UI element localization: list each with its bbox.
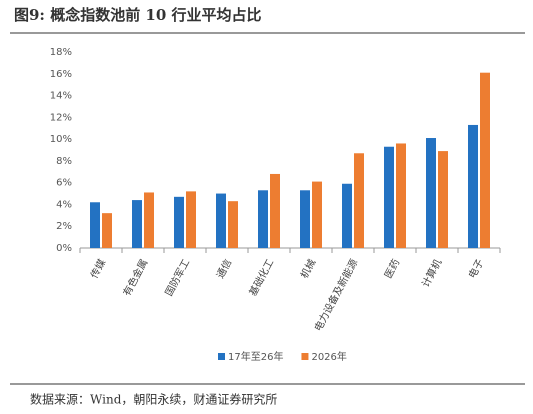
x-tick-label: 有色金属 [120, 257, 150, 298]
bar [90, 202, 100, 248]
bar [342, 183, 352, 248]
bar [354, 153, 364, 248]
x-tick-label: 计算机 [419, 257, 445, 290]
y-tick-label: 10% [50, 134, 72, 145]
y-tick-label: 18% [50, 47, 72, 58]
bar [132, 200, 142, 248]
x-tick-label: 电力设备及新能源 [311, 257, 360, 334]
bar [270, 173, 280, 248]
source-note: 数据来源：Wind，朝阳永续，财通证券研究所 [30, 392, 277, 407]
y-tick-label: 2% [56, 221, 72, 232]
y-tick-label: 12% [50, 112, 72, 123]
x-tick-label: 通信 [214, 257, 234, 280]
x-tick-label: 机械 [297, 257, 318, 281]
bar [438, 151, 448, 248]
bar [468, 124, 478, 248]
y-tick-label: 16% [50, 69, 72, 80]
bar [384, 146, 394, 248]
legend-swatch [218, 353, 225, 360]
bar [102, 213, 112, 248]
legend-swatch [301, 353, 309, 360]
x-tick-label: 电子 [465, 257, 486, 281]
bar [186, 191, 196, 248]
legend-label: 2026年 [311, 350, 346, 363]
y-tick-label: 8% [56, 156, 72, 167]
bar [426, 138, 436, 248]
x-tick-label: 传媒 [88, 257, 108, 280]
bar [258, 190, 268, 248]
y-tick-label: 4% [56, 199, 72, 210]
x-tick-label: 国防军工 [162, 257, 192, 298]
x-tick-label: 医药 [382, 257, 402, 280]
x-tick-label: 基础化工 [246, 257, 276, 298]
bar [174, 196, 184, 248]
y-tick-label: 14% [50, 91, 72, 102]
legend-label: 17年至26年 [228, 350, 283, 363]
chart-title: 图9: 概念指数池前 10 行业平均占比 [14, 6, 262, 24]
bar [396, 143, 406, 248]
bar [144, 192, 154, 248]
bar [480, 72, 490, 248]
y-tick-label: 6% [56, 178, 72, 189]
bar [312, 181, 322, 248]
bar [216, 193, 226, 248]
y-tick-label: 0% [56, 243, 72, 254]
bar [300, 190, 310, 248]
bar [228, 201, 238, 248]
